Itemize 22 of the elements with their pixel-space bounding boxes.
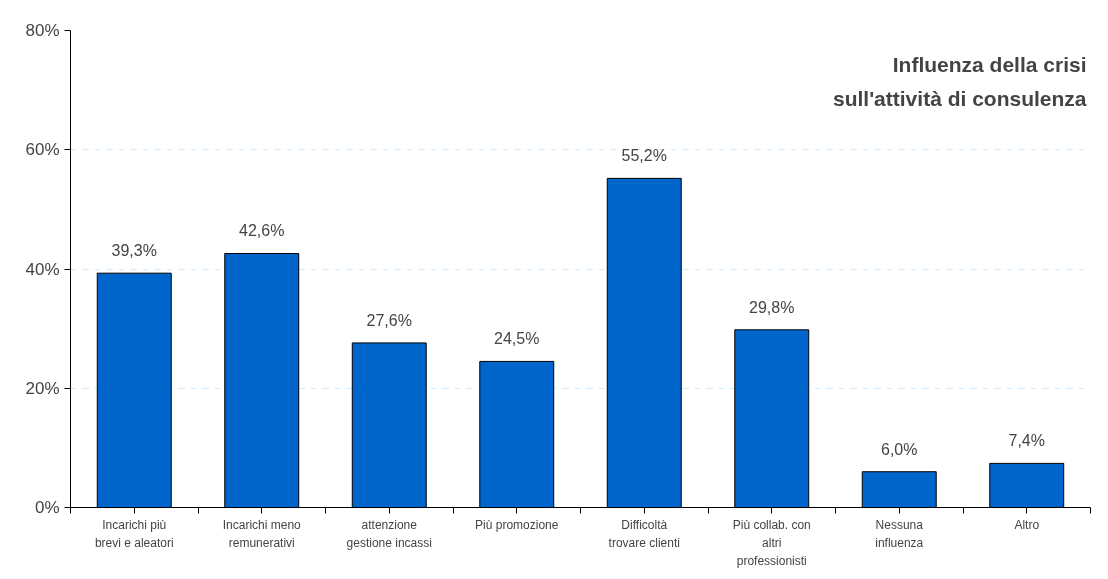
x-tick-label: Incarichi meno remunerativi — [222, 517, 302, 550]
data-label: 29,8% — [749, 298, 795, 316]
data-label: 39,3% — [111, 242, 157, 260]
y-tick-label: 40% — [25, 259, 60, 279]
y-tick-label: 60% — [25, 140, 60, 160]
x-tick-label: Difficoltà trovare clienti — [608, 517, 680, 550]
data-label: 55,2% — [621, 147, 667, 165]
x-tick-label: Più promozione — [475, 517, 559, 532]
y-tick-label: 0% — [34, 498, 60, 517]
data-label: 7,4% — [1008, 432, 1045, 450]
x-tick-label: Incarichi più brevi e aleatori — [94, 517, 174, 550]
data-label: 6,0% — [881, 440, 918, 458]
x-tick-label: attenzione gestione incassi — [346, 517, 432, 550]
data-label: 27,6% — [366, 311, 412, 329]
x-tick-label: Altro — [1014, 517, 1040, 532]
data-label: 24,5% — [494, 330, 540, 348]
text: Influenza della crisi sull'attività di consulenza — [832, 52, 1087, 110]
x-tick-label: Più collab. con altri professionisti — [732, 517, 811, 568]
y-tick-label: 80% — [25, 21, 60, 40]
data-label: 42,6% — [239, 222, 285, 240]
y-tick-label: 20% — [25, 378, 60, 398]
x-tick-label: Nessuna influenza — [875, 517, 924, 550]
